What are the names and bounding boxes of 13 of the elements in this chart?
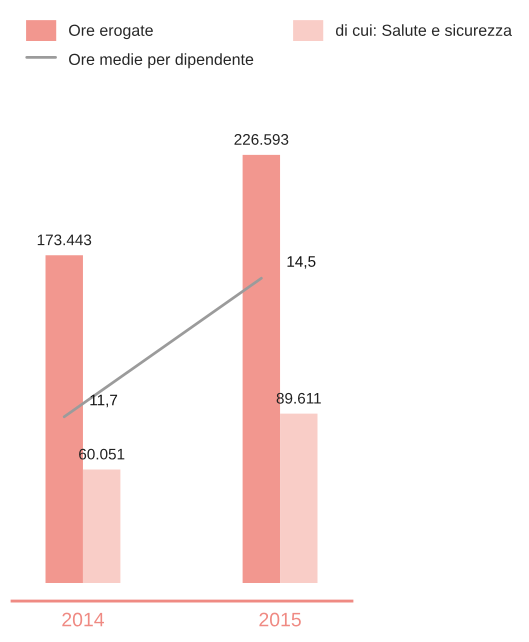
data-label: 11,7 (90, 394, 118, 408)
data-label: 14,5 (288, 256, 316, 269)
x-tick-label: 2015 (259, 612, 301, 626)
bar (82, 470, 120, 583)
x-tick-label: 2014 (62, 612, 104, 626)
data-label: 226.593 (234, 134, 288, 145)
legend-label: di cui: Salute e sicurezza (336, 24, 512, 36)
legend-label: Ore medie per dipendente (69, 53, 254, 68)
bar (280, 414, 318, 583)
legend-label: Ore erogate (69, 24, 153, 40)
data-label: 89.611 (276, 392, 321, 404)
data-label: 173.443 (38, 234, 92, 246)
data-label: 60.051 (79, 448, 124, 460)
